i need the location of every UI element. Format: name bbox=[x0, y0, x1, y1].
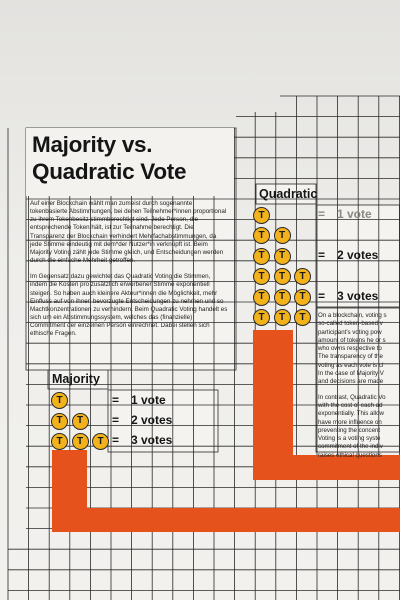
voting-token-icon: T bbox=[273, 268, 291, 285]
english-line: have more influence on bbox=[318, 418, 382, 426]
english-line: Voting is a voting syste bbox=[318, 435, 381, 443]
english-line: with the cost of each ad bbox=[318, 401, 383, 409]
english-line: The transparency of the bbox=[318, 353, 383, 361]
english-line: amount of tokens he or s bbox=[318, 336, 386, 344]
english-paragraph-2: In contrast, Quadratic Vo with the cost o… bbox=[318, 394, 400, 460]
voting-token-icon: T bbox=[253, 309, 270, 326]
majority-row-3-result: 3 votes bbox=[131, 433, 173, 447]
german-description: Auf einer Blockchain wählt man zumeist d… bbox=[30, 200, 228, 347]
voting-token-icon: T bbox=[92, 433, 109, 450]
english-description: On a blockchain, voting s so-called token… bbox=[318, 312, 400, 467]
majority-row-2-equals: = bbox=[112, 413, 120, 427]
title-panel: Majority vs. Quadratic Vote bbox=[26, 128, 234, 196]
quadratic-row-2-result: 2 votes bbox=[337, 248, 379, 262]
quadratic-row-3-equals: = bbox=[318, 289, 326, 303]
voting-token-icon: T bbox=[294, 309, 311, 326]
voting-token-icon: T bbox=[253, 207, 270, 224]
majority-row-2-result: 2 votes bbox=[131, 413, 173, 427]
quadratic-bar-horizontal bbox=[253, 455, 400, 480]
voting-token-icon: T bbox=[71, 433, 89, 450]
voting-token-icon: T bbox=[51, 412, 68, 430]
english-line: voting as each vote is cl bbox=[318, 361, 384, 369]
majority-row-3-equals: = bbox=[112, 433, 120, 447]
quadratic-label: Quadratic bbox=[259, 187, 318, 201]
quadratic-row-3-result: 3 votes bbox=[337, 289, 379, 303]
voting-token-icon: T bbox=[273, 227, 291, 244]
majority-row-1-equals: = bbox=[112, 393, 120, 407]
majority-row-1-result: 1 vote bbox=[131, 393, 166, 407]
voting-token-icon: T bbox=[273, 309, 291, 326]
page-title-line-1: Majority vs. bbox=[32, 132, 153, 157]
voting-token-icon: T bbox=[51, 433, 68, 450]
majority-result-panel bbox=[107, 389, 219, 453]
german-paragraph-1: Auf einer Blockchain wählt man zumeist d… bbox=[30, 200, 227, 265]
english-line: In contrast, Quadratic Vo bbox=[318, 393, 386, 401]
english-line: and decisions are made bbox=[318, 378, 384, 386]
english-line: participant's voting pow bbox=[318, 328, 382, 336]
english-line: so-called token-based v bbox=[318, 320, 383, 328]
english-line: In the case of Majority V bbox=[318, 370, 384, 378]
voting-token-icon: T bbox=[294, 288, 311, 306]
english-line: On a blockchain, voting s bbox=[318, 312, 387, 319]
quadratic-row-2-equals: = bbox=[318, 248, 326, 262]
english-line: exponentially. This allow bbox=[318, 410, 384, 418]
german-paragraph-2: Im Gegensatz dazu gewichtet das Quadrati… bbox=[30, 273, 228, 338]
english-line: commitment of the indiv bbox=[318, 443, 383, 451]
english-line: raises ethical questions bbox=[318, 451, 382, 459]
english-paragraph-1: On a blockchain, voting s so-called token… bbox=[318, 312, 400, 387]
voting-token-icon: T bbox=[253, 247, 270, 265]
voting-token-icon: T bbox=[253, 227, 270, 244]
quadratic-row-1-result: 1 vote bbox=[337, 207, 372, 221]
quadratic-row-1-equals: = bbox=[318, 207, 326, 221]
english-line: preventing the concent bbox=[318, 426, 381, 434]
english-line: who owns respective to bbox=[318, 345, 382, 353]
orange-vote-bars bbox=[52, 330, 400, 532]
voting-token-icon: T bbox=[51, 392, 68, 409]
page-title-line-2: Quadratic Vote bbox=[32, 159, 187, 184]
voting-token-icon: T bbox=[273, 247, 291, 265]
majority-label: Majority bbox=[52, 372, 100, 386]
voting-token-icon: T bbox=[273, 288, 291, 306]
majority-bar-horizontal bbox=[52, 508, 400, 532]
voting-token-icon: T bbox=[253, 288, 270, 306]
voting-token-icon: T bbox=[294, 268, 311, 285]
voting-token-icon: T bbox=[71, 412, 89, 430]
voting-token-icon: T bbox=[253, 268, 270, 285]
